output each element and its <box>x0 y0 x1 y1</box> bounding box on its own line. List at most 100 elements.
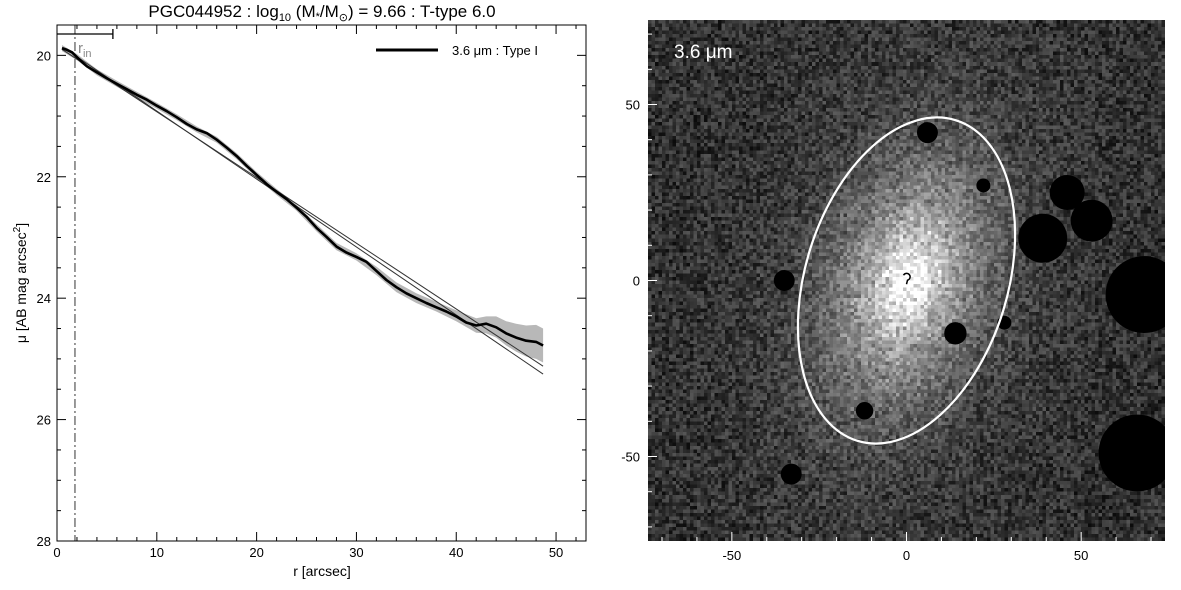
image-pixel <box>791 55 796 60</box>
image-pixel <box>1161 23 1165 28</box>
image-pixel <box>1098 115 1103 120</box>
image-pixel <box>1025 65 1030 70</box>
image-pixel <box>948 37 953 42</box>
image-pixel <box>847 62 852 67</box>
image-pixel <box>913 34 918 39</box>
image-pixel <box>1004 69 1009 74</box>
image-pixel <box>878 97 883 102</box>
image-pixel <box>878 65 883 70</box>
image-pixel <box>773 48 778 53</box>
image-pixel <box>1126 48 1131 53</box>
image-pixel <box>1077 118 1082 123</box>
image-pixel <box>941 79 946 84</box>
image-pixel <box>843 86 848 91</box>
image-pixel <box>745 48 750 53</box>
image-pixel <box>868 44 873 49</box>
image-pixel <box>787 44 792 49</box>
image-pixel <box>944 58 950 63</box>
image-pixel <box>679 104 684 109</box>
image-pixel <box>749 27 754 32</box>
image-pixel <box>1109 69 1114 74</box>
image-pixel <box>997 83 1002 88</box>
image-pixel <box>871 97 876 102</box>
image-pixel <box>787 104 792 109</box>
image-pixel <box>1025 93 1030 99</box>
image-pixel <box>1091 100 1096 106</box>
image-pixel <box>812 62 817 67</box>
image-pixel <box>1144 41 1149 46</box>
image-pixel <box>1004 97 1009 102</box>
image-pixel <box>857 108 862 113</box>
image-pixel <box>962 79 967 84</box>
image-pixel <box>770 48 775 53</box>
image-pixel <box>840 41 845 46</box>
image-pixel <box>703 115 708 120</box>
image-pixel <box>815 111 820 116</box>
image-pixel <box>1067 48 1072 53</box>
image-pixel <box>1102 100 1107 106</box>
image-pixel <box>1063 51 1068 56</box>
image-pixel <box>812 23 817 28</box>
image-pixel <box>927 34 932 39</box>
image-pixel <box>752 90 757 95</box>
image-pixel <box>1144 122 1149 127</box>
image-pixel <box>909 69 915 74</box>
image-pixel <box>1161 125 1165 130</box>
image-pixel <box>1098 27 1103 32</box>
image-pixel <box>909 44 915 49</box>
image-pixel <box>906 108 911 113</box>
image-pixel <box>700 115 705 120</box>
image-pixel <box>864 97 869 102</box>
image-pixel <box>1154 58 1159 63</box>
image-pixel <box>798 65 803 70</box>
image-pixel <box>1095 58 1100 63</box>
image-pixel <box>1060 132 1065 137</box>
image-pixel <box>1049 86 1054 91</box>
image-pixel <box>1025 129 1030 134</box>
image-pixel <box>1084 83 1089 88</box>
image-pixel <box>826 97 831 102</box>
image-pixel <box>759 86 764 91</box>
image-pixel <box>986 86 991 91</box>
image-pixel <box>1088 108 1093 113</box>
image-pixel <box>1102 20 1107 25</box>
image-pixel <box>1147 83 1152 88</box>
image-pixel <box>965 34 970 39</box>
image-pixel <box>1123 20 1128 25</box>
image-pixel <box>944 34 950 39</box>
image-pixel <box>780 79 785 84</box>
image-pixel <box>735 23 740 28</box>
image-pixel <box>1081 41 1086 46</box>
image-pixel <box>766 79 771 84</box>
image-pixel <box>1140 100 1145 106</box>
image-pixel <box>756 132 761 137</box>
image-pixel <box>679 51 684 56</box>
image-pixel <box>1098 100 1103 106</box>
image-pixel <box>868 83 873 88</box>
image-pixel <box>871 30 876 35</box>
image-pixel <box>833 20 838 25</box>
image-pixel <box>962 108 967 113</box>
image-pixel <box>1126 115 1131 120</box>
image-pixel <box>937 76 943 81</box>
image-pixel <box>1032 122 1037 127</box>
image-pixel <box>1130 62 1135 67</box>
image-pixel <box>672 37 677 42</box>
image-pixel <box>654 76 660 81</box>
image-pixel <box>721 83 726 88</box>
image-pixel <box>857 62 862 67</box>
image-pixel <box>864 132 869 137</box>
image-pixel <box>1112 48 1117 53</box>
image-pixel <box>941 51 946 56</box>
image-pixel <box>679 20 684 25</box>
image-pixel <box>1011 69 1016 74</box>
image-pixel <box>648 48 653 53</box>
image-pixel <box>721 129 726 134</box>
image-pixel <box>766 72 771 77</box>
image-pixel <box>1126 90 1131 95</box>
image-pixel <box>1133 79 1138 84</box>
image-pixel <box>1095 30 1100 35</box>
image-pixel <box>1161 118 1165 123</box>
image-pixel <box>791 93 796 99</box>
image-pixel <box>735 37 740 42</box>
